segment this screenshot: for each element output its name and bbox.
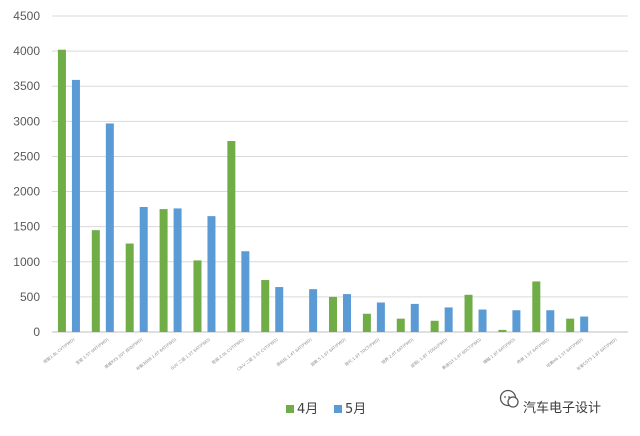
bar-april bbox=[498, 329, 507, 332]
bar-april bbox=[430, 320, 439, 332]
bar-april bbox=[261, 280, 270, 332]
bar-may bbox=[546, 310, 555, 332]
bar-april bbox=[227, 140, 236, 332]
y-tick-label: 4500 bbox=[13, 9, 40, 23]
bar-april bbox=[464, 294, 473, 332]
bar-april bbox=[396, 318, 405, 332]
legend-label-april: 4月 bbox=[297, 402, 318, 417]
wechat-icon bbox=[499, 389, 519, 408]
y-tick-label: 3500 bbox=[13, 79, 40, 93]
legend: 4月 5月 bbox=[286, 402, 366, 417]
gridlines bbox=[52, 15, 628, 333]
bar-may bbox=[444, 307, 453, 332]
bar-may bbox=[376, 302, 385, 332]
x-tick-label: 博越 1.8T 6AT(FWD) bbox=[481, 336, 516, 365]
bar-april bbox=[362, 313, 371, 332]
bar-may bbox=[71, 79, 80, 332]
x-tick-label: 缤智1.8L CVT(FWD) bbox=[42, 336, 76, 365]
bar-may bbox=[343, 294, 351, 332]
bar-may bbox=[139, 207, 148, 332]
bar-may bbox=[478, 309, 487, 332]
y-tick-label: 1000 bbox=[13, 255, 40, 269]
bar-may bbox=[241, 251, 250, 332]
bar-april bbox=[532, 281, 541, 332]
bar-april bbox=[193, 260, 202, 332]
legend-swatch-may bbox=[334, 405, 342, 413]
bar-april bbox=[159, 209, 168, 332]
bar-may bbox=[580, 316, 589, 332]
y-tick-label: 0 bbox=[33, 325, 40, 339]
bars bbox=[57, 49, 589, 332]
bar-may bbox=[173, 208, 182, 332]
bar-may bbox=[309, 289, 318, 332]
bar-april bbox=[91, 230, 100, 332]
bar-april bbox=[329, 296, 337, 332]
bar-april bbox=[566, 318, 575, 332]
x-tick-label: 宝骏 1.5T 6MT(FWD) bbox=[74, 336, 110, 366]
bar-may bbox=[275, 287, 284, 332]
x-tick-label: 哈弗H6 1.5T 6AT(FWD) bbox=[545, 336, 584, 369]
y-tick-label: 2500 bbox=[13, 149, 40, 163]
x-tick-label: 现代 1.6T 7DCT(FWD) bbox=[343, 336, 381, 367]
x-axis: 缤智1.8L CVT(FWD) 宝骏 1.5T 6MT(FWD)荣威RX5 20T… bbox=[42, 336, 618, 372]
y-tick-label: 1500 bbox=[13, 220, 40, 234]
legend-label-may: 5月 bbox=[345, 402, 366, 417]
x-tick-label: 观致 5 1.6T 6AT(FWD) bbox=[309, 336, 347, 367]
bar-april bbox=[57, 49, 66, 332]
y-tick-label: 500 bbox=[20, 290, 40, 304]
x-tick-label: 传祺 1.5T 6AT(FWD) bbox=[515, 336, 550, 365]
bar-april bbox=[125, 243, 134, 332]
x-tick-label: 途观L 1.8T 7DSG(FWD) bbox=[409, 336, 449, 369]
y-tick-label: 4000 bbox=[13, 44, 40, 58]
watermark-text: 汽车电子设计 bbox=[523, 400, 601, 416]
bar-may bbox=[410, 303, 419, 332]
legend-swatch-april bbox=[286, 405, 294, 413]
x-tick-label: 昂科拉 1.4T 6AT(FWD) bbox=[275, 336, 313, 368]
y-tick-label: 2000 bbox=[13, 185, 40, 199]
bar-may bbox=[512, 310, 521, 332]
watermark: 汽车电子设计 bbox=[499, 389, 601, 416]
x-tick-label: 奇骏 2.0L CVT(FWD) bbox=[210, 336, 245, 365]
bar-may bbox=[207, 216, 216, 332]
bar-may bbox=[105, 123, 114, 332]
y-tick-label: 3000 bbox=[13, 114, 40, 128]
x-tick-label: 锐界 2.0T 6AT(FWD) bbox=[380, 336, 415, 365]
y-axis: 0 500 1000 1500 2000 2500 3000 3500 4000 4500 bbox=[13, 9, 40, 339]
